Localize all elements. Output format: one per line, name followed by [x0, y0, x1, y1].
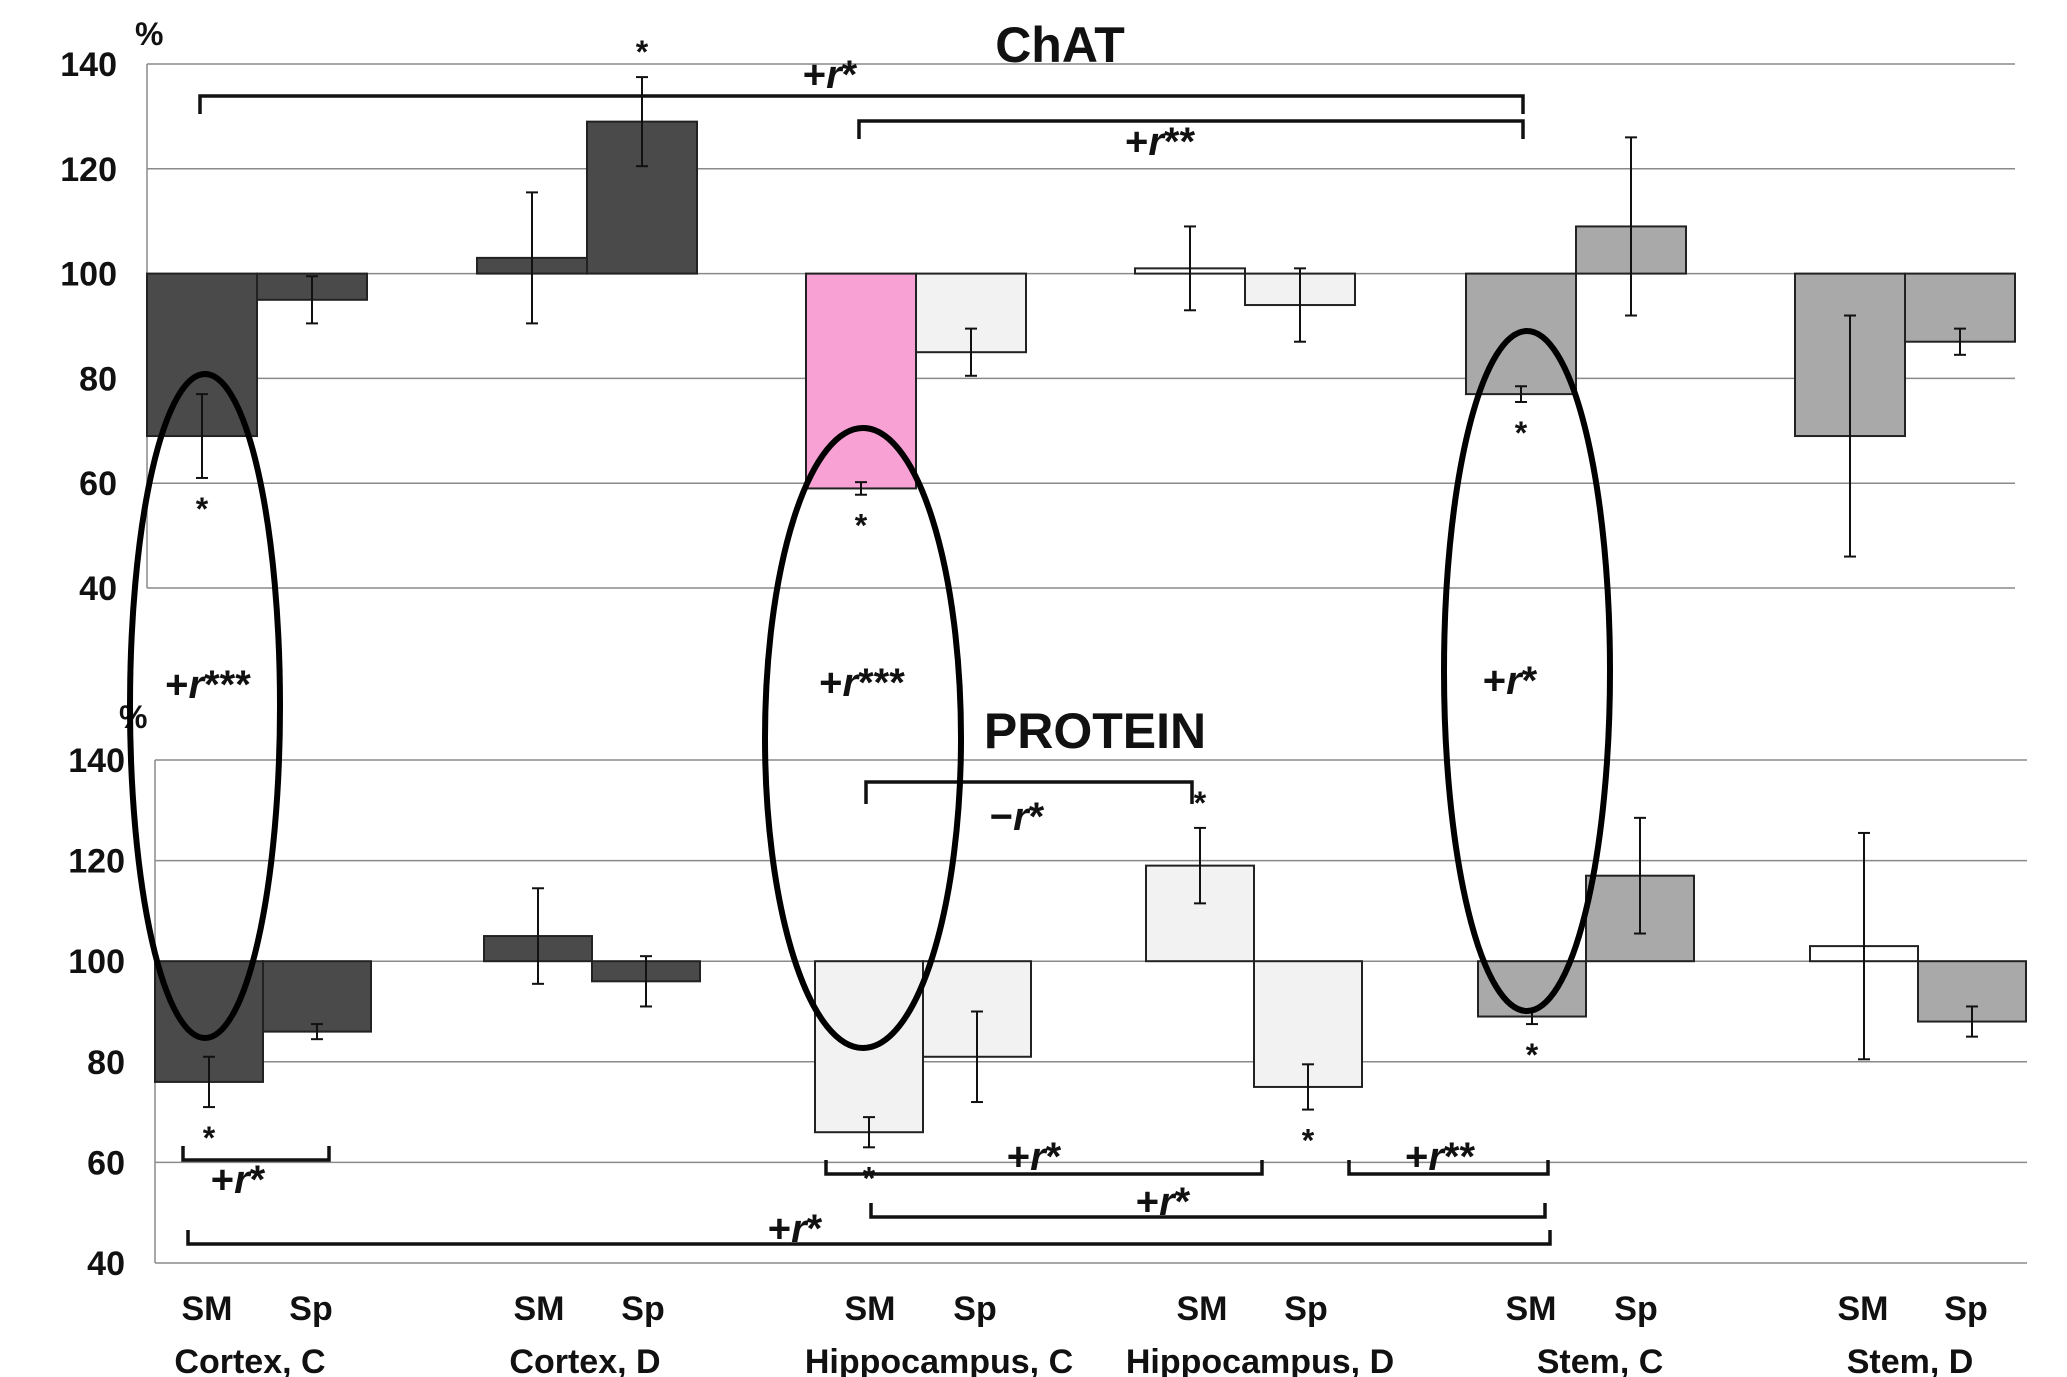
chat-y-tick-label: 60	[79, 465, 117, 503]
correlation-label: +r*	[1483, 659, 1538, 703]
x-tick-label: SM	[1838, 1290, 1889, 1328]
protein-significance-star: *	[863, 1160, 876, 1196]
chat-significance-bracket	[857, 119, 1525, 139]
protein-bracket-label: +r*	[211, 1158, 266, 1202]
x-tick-label: SM	[514, 1290, 565, 1328]
chat-y-tick-label: 120	[60, 151, 117, 189]
x-tick-label: Sp	[621, 1290, 664, 1328]
protein-significance-bracket	[824, 1160, 1264, 1176]
chat-bar	[1904, 272, 2016, 343]
x-group-label: Stem, C	[1537, 1343, 1664, 1377]
protein-bar	[1253, 960, 1363, 1088]
chat-significance-bracket	[198, 94, 1525, 114]
protein-significance-bracket	[181, 1146, 331, 1162]
chat-title: ChAT	[995, 17, 1125, 73]
protein-y-tick-label: 40	[87, 1245, 125, 1283]
protein-y-tick-label: 120	[68, 843, 125, 881]
x-group-label: Stem, D	[1847, 1343, 1974, 1377]
correlation-label: +r***	[165, 663, 251, 707]
chat-y-tick-label: 100	[60, 256, 117, 294]
protein-bracket-label: +r**	[1405, 1135, 1476, 1179]
protein-y-tick-label: 140	[68, 742, 125, 780]
x-group-label: Cortex, D	[509, 1343, 660, 1377]
correlation-ellipse	[127, 371, 283, 1041]
chat-y-tick-label: 40	[79, 570, 117, 608]
chat-y-tick-label: 140	[60, 46, 117, 84]
chat-bracket-label: +r*	[803, 53, 858, 97]
chat-significance-star: *	[855, 508, 868, 544]
protein-panel: 40 60 80 100 120 140% PROTEIN * * * * * −r* +r* +r* +r*…	[68, 699, 2027, 1283]
x-tick-label: Sp	[1284, 1290, 1327, 1328]
x-group-label: Cortex, C	[174, 1343, 325, 1377]
x-tick-label: Sp	[953, 1290, 996, 1328]
chat-panel: 40 60 80 100 120 140% ChAT * * * * +r* +r**	[60, 16, 2016, 608]
x-tick-label: Sp	[289, 1290, 332, 1328]
protein-bracket-label: −r*	[990, 795, 1045, 839]
chat-bracket-label: +r**	[1125, 120, 1196, 164]
chat-significance-star: *	[636, 34, 649, 70]
x-tick-label: Sp	[1614, 1290, 1657, 1328]
x-group-label: Hippocampus, C	[805, 1343, 1073, 1377]
protein-bracket-label: +r*	[768, 1207, 823, 1251]
correlation-ellipses: +r*** +r*** +r*	[127, 328, 1613, 1051]
chat-significance-star: *	[196, 491, 209, 527]
chat-significance-star: *	[1515, 415, 1528, 451]
protein-significance-bracket	[186, 1230, 1552, 1246]
protein-bracket-label: +r*	[1007, 1135, 1062, 1179]
protein-y-unit-label: %	[119, 699, 147, 735]
protein-significance-star: *	[1302, 1123, 1315, 1159]
protein-significance-bracket	[864, 780, 1194, 804]
protein-significance-star: *	[203, 1120, 216, 1156]
x-tick-label: SM	[182, 1290, 233, 1328]
x-tick-label: SM	[845, 1290, 896, 1328]
x-tick-label: SM	[1177, 1290, 1228, 1328]
correlation-ellipse	[762, 425, 964, 1051]
chat-y-unit-label: %	[135, 16, 163, 52]
protein-significance-bracket	[869, 1203, 1547, 1219]
chat-y-tick-label: 80	[79, 360, 117, 398]
x-tick-label: SM	[1506, 1290, 1557, 1328]
x-tick-label: Sp	[1944, 1290, 1987, 1328]
protein-y-tick-label: 80	[87, 1044, 125, 1082]
protein-title: PROTEIN	[984, 703, 1206, 759]
correlation-ellipse	[1441, 328, 1613, 1014]
x-group-label: Hippocampus, D	[1126, 1343, 1394, 1377]
protein-y-tick-label: 60	[87, 1144, 125, 1182]
protein-bracket-label: +r*	[1136, 1180, 1191, 1224]
protein-bar	[262, 960, 372, 1033]
correlation-label: +r***	[819, 661, 905, 705]
protein-significance-star: *	[1194, 785, 1207, 821]
x-axis-labels: SM Sp SM Sp SM Sp SM Sp SM Sp SM Sp Cortex, C Cortex,…	[174, 1290, 1987, 1377]
protein-significance-bracket	[1347, 1160, 1550, 1176]
protein-significance-star: *	[1526, 1037, 1539, 1073]
protein-y-tick-label: 100	[68, 943, 125, 981]
